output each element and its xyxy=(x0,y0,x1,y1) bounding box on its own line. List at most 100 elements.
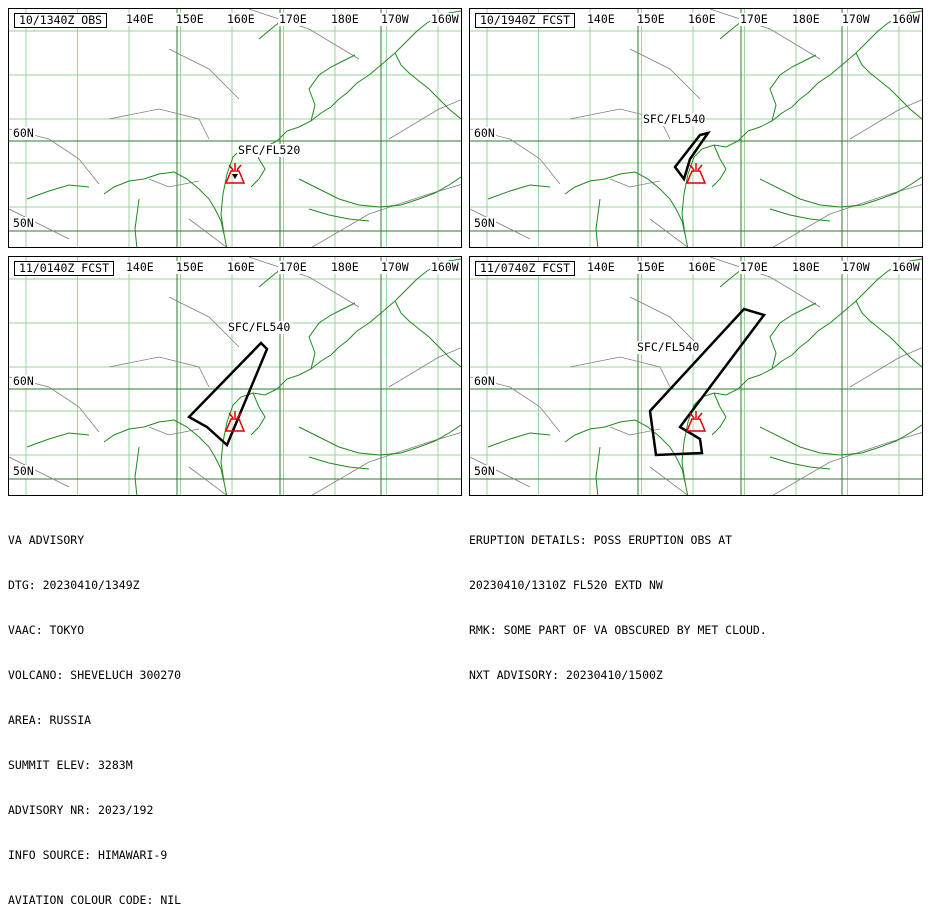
fir-boundary xyxy=(849,99,922,140)
longitude-label: 150E xyxy=(175,260,205,274)
fir-boundary xyxy=(629,48,701,100)
volcano-icon xyxy=(224,411,246,432)
coastline xyxy=(711,392,727,436)
latitude-label: 60N xyxy=(12,126,35,140)
longitude-label: 140E xyxy=(586,260,616,274)
fir-boundary xyxy=(248,9,360,60)
fir-boundary xyxy=(470,208,531,240)
longitude-label: 160E xyxy=(226,260,256,274)
fir-boundary xyxy=(168,296,240,348)
coastline xyxy=(308,208,370,222)
longitude-label: 170E xyxy=(278,260,308,274)
valid-time-label: 10/1340Z OBS xyxy=(14,13,108,28)
map-canvas xyxy=(9,9,461,247)
longitude-label: 170W xyxy=(841,260,871,274)
coastline xyxy=(487,432,551,448)
coastline xyxy=(564,171,689,247)
advisory-line: DTG: 20230410/1349Z xyxy=(8,578,140,592)
advisory-line: VOLCANO: SHEVELUCH 300270 xyxy=(8,668,182,682)
coastline xyxy=(487,184,551,200)
coastline xyxy=(759,176,922,208)
fir-boundary xyxy=(388,99,461,140)
ash-height-label: SFC/FL540 xyxy=(227,320,292,334)
fir-boundary xyxy=(470,456,531,488)
fir-boundary xyxy=(569,356,671,388)
fir-boundary xyxy=(168,48,240,100)
fir-boundary xyxy=(849,347,922,388)
coastline xyxy=(769,54,817,122)
longitude-label: 180E xyxy=(791,260,821,274)
fir-boundary xyxy=(188,466,227,495)
longitude-label: 140E xyxy=(125,260,155,274)
ash-height-label: SFC/FL540 xyxy=(642,112,707,126)
advisory-line: AVIATION COLOUR CODE: NIL xyxy=(8,893,182,907)
fir-boundary xyxy=(311,432,461,495)
coastline xyxy=(759,424,922,456)
coastline xyxy=(103,419,228,495)
valid-time-label: 10/1940Z FCST xyxy=(475,13,576,28)
valid-time-label: 11/0740Z FCST xyxy=(475,261,576,276)
advisory-line: VAAC: TOKYO xyxy=(8,623,85,637)
fir-boundary xyxy=(709,257,821,308)
coastline xyxy=(711,144,727,188)
map-canvas xyxy=(9,257,461,495)
longitude-label: 180E xyxy=(330,12,360,26)
fir-boundary xyxy=(9,456,70,488)
map-canvas xyxy=(470,257,922,495)
ash-cloud-area xyxy=(186,341,269,448)
longitude-label: 150E xyxy=(636,260,666,274)
advisory-details-right: ERUPTION DETAILS: POSS ERUPTION OBS AT 2… xyxy=(469,503,767,698)
coastline xyxy=(308,54,356,122)
advisory-line: INFO SOURCE: HIMAWARI-9 xyxy=(8,848,168,862)
fir-boundary xyxy=(248,257,360,308)
longitude-label: 160W xyxy=(891,260,921,274)
latitude-label: 50N xyxy=(473,464,496,478)
fir-boundary xyxy=(311,184,461,247)
fir-boundary xyxy=(609,178,661,188)
fir-boundary xyxy=(649,218,688,247)
coastline xyxy=(298,176,461,208)
ash-height-label: SFC/FL540 xyxy=(636,340,701,354)
fir-boundary xyxy=(388,347,461,388)
latitude-label: 50N xyxy=(12,216,35,230)
ash-cloud-area xyxy=(648,307,767,457)
longitude-label: 170W xyxy=(380,12,410,26)
fir-boundary xyxy=(148,178,200,188)
coastline xyxy=(26,432,90,448)
coastline xyxy=(394,300,461,368)
fir-boundary xyxy=(609,426,661,436)
coastline xyxy=(595,446,601,495)
longitude-label: 180E xyxy=(791,12,821,26)
coastline xyxy=(298,424,461,456)
advisory-line: RMK: SOME PART OF VA OBSCURED BY MET CLO… xyxy=(469,623,767,637)
coastline xyxy=(134,446,140,495)
advisory-line: NXT ADVISORY: 20230410/1500Z xyxy=(469,668,663,682)
latitude-label: 50N xyxy=(12,464,35,478)
map-panel-2: 10/1940Z FCST 140E 150E 160E 170E 180E 170W 160… xyxy=(469,8,923,248)
longitude-label: 150E xyxy=(636,12,666,26)
longitude-label: 160E xyxy=(226,12,256,26)
fir-boundary xyxy=(772,184,922,247)
ash-height-label: SFC/FL520 xyxy=(237,143,302,157)
coastline xyxy=(220,340,348,483)
latitude-label: 60N xyxy=(12,374,35,388)
coastline xyxy=(250,392,266,436)
fir-boundary xyxy=(148,426,200,436)
advisory-details-left: VA ADVISORY DTG: 20230410/1349Z VAAC: TO… xyxy=(8,503,181,923)
fir-boundary xyxy=(108,356,210,388)
latitude-label: 60N xyxy=(473,126,496,140)
longitude-label: 170W xyxy=(380,260,410,274)
latitude-label: 60N xyxy=(473,374,496,388)
longitude-label: 170W xyxy=(841,12,871,26)
fir-boundary xyxy=(629,296,701,348)
coastline xyxy=(769,302,817,370)
coastline xyxy=(308,302,356,370)
eruption-marker xyxy=(232,174,238,179)
coastline xyxy=(134,198,140,247)
fir-boundary xyxy=(188,218,227,247)
longitude-label: 160W xyxy=(430,12,460,26)
fir-boundary xyxy=(569,108,671,140)
fir-boundary xyxy=(772,432,922,495)
advisory-line: AREA: RUSSIA xyxy=(8,713,92,727)
volcano-icon xyxy=(224,163,246,184)
